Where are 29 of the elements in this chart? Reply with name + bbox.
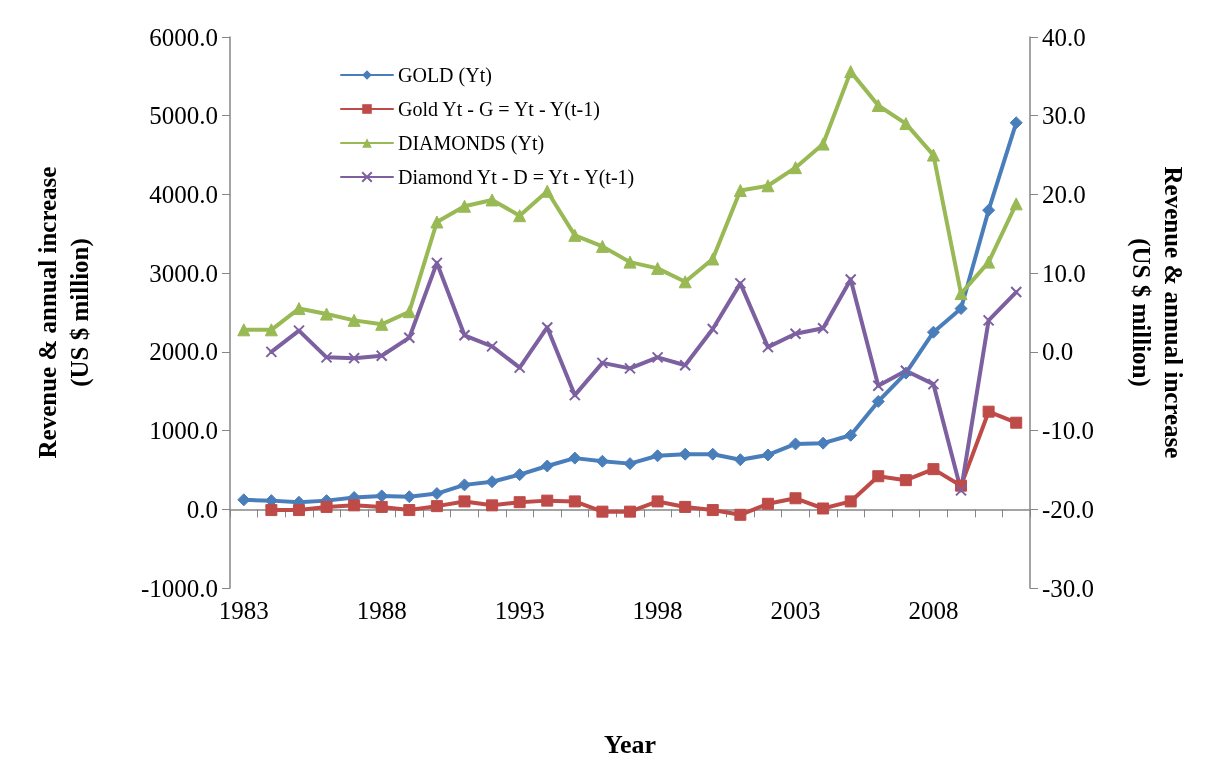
legend-label: DIAMONDS (Yt): [398, 132, 545, 155]
y2-tick-label: 10.0: [1042, 259, 1086, 287]
legend-label: Diamond Yt - D = Yt - Y(t-1): [398, 166, 635, 189]
x-tick-label: 1993: [494, 597, 545, 624]
y-tick-label: 0.0: [186, 495, 218, 523]
y-tick-label: 4000.0: [149, 180, 218, 208]
y2-axis-title: Revenue & annual increase (US $ million): [1126, 166, 1187, 459]
y2-tick-label: -20.0: [1042, 495, 1095, 523]
x-axis-title: Year: [604, 729, 656, 759]
y-tick-label: 6000.0: [149, 23, 218, 51]
y-tick-label: 3000.0: [149, 259, 218, 287]
y2-tick-label: -30.0: [1042, 574, 1095, 602]
y2-tick-label: 30.0: [1042, 102, 1086, 130]
y-axis-title: Revenue & annual increase (US $ million): [33, 166, 94, 459]
y2-tick-label: 40.0: [1042, 23, 1086, 51]
y2-tick-label: 20.0: [1042, 180, 1086, 208]
y2-tick-label: -10.0: [1042, 417, 1095, 445]
x-tick-label: 1988: [356, 597, 407, 624]
x-tick-label: 1983: [218, 597, 269, 624]
legend-label: Gold Yt - G = Yt - Y(t-1): [398, 98, 600, 121]
y-tick-label: 1000.0: [149, 417, 218, 445]
legend-label: GOLD (Yt): [398, 64, 492, 87]
x-tick-label: 2003: [770, 597, 821, 624]
x-tick-label: 1998: [632, 597, 683, 624]
y2-tick-label: 0.0: [1042, 338, 1074, 366]
y-tick-label: 2000.0: [149, 338, 218, 366]
x-tick-label: 2008: [908, 597, 959, 624]
y-tick-label: -1000.0: [140, 574, 218, 602]
y-tick-label: 5000.0: [149, 102, 218, 130]
